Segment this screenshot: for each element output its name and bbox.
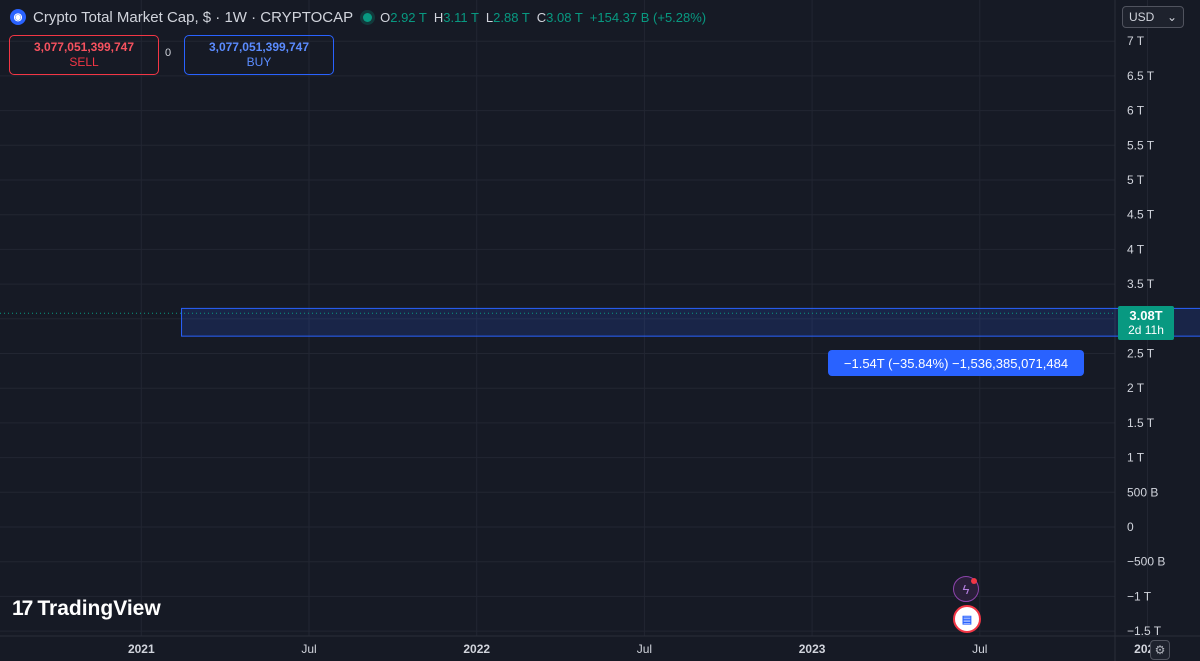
symbol-legend: ◉ Crypto Total Market Cap, $ · 1W · CRYP… — [10, 6, 706, 28]
price-tick-label: 7 T — [1127, 34, 1145, 48]
tradingview-logo-icon: 17 — [12, 597, 33, 620]
time-tick-label: 2021 — [128, 642, 155, 656]
high-value: 3.11 T — [443, 9, 479, 25]
us-flag-event-icon[interactable]: ▤ — [953, 605, 981, 633]
currency-label: USD — [1129, 10, 1155, 24]
symbol-title[interactable]: Crypto Total Market Cap, $ · 1W · CRYPTO… — [33, 8, 354, 26]
time-tick-label: 2023 — [799, 642, 826, 656]
close-value: 3.08 T — [546, 9, 583, 25]
price-tick-label: 2 T — [1127, 381, 1145, 395]
time-tick-label: 2022 — [463, 642, 490, 656]
high-label: H — [433, 9, 444, 25]
price-tick-label: −1 T — [1127, 589, 1152, 603]
price-tick-label: 5.5 T — [1127, 138, 1155, 152]
low-label: L — [485, 9, 494, 25]
open-value: 2.92 T — [390, 9, 427, 25]
time-tick-label: Jul — [972, 642, 987, 656]
price-tick-label: 5 T — [1127, 173, 1145, 187]
time-axis[interactable]: Jul2021Jul2022Jul2023Jul2024Jul2025Jul20… — [0, 642, 1200, 656]
price-tick-label: −1.5 T — [1127, 624, 1162, 638]
tradingview-logo[interactable]: 17 TradingView — [12, 597, 161, 621]
sell-price: 3,077,051,399,747 — [33, 40, 135, 54]
bar-countdown: 2d 11h — [1128, 323, 1164, 337]
price-tick-label: 4.5 T — [1127, 208, 1155, 222]
chevron-down-icon: ⌄ — [1166, 10, 1177, 24]
price-tick-label: −500 B — [1127, 555, 1165, 569]
crypto-logo-icon[interactable]: ◉ — [10, 9, 26, 25]
sell-button[interactable]: 3,077,051,399,747 SELL — [9, 35, 159, 75]
price-tick-label: 1.5 T — [1127, 416, 1155, 430]
market-status-icon[interactable] — [363, 12, 373, 22]
price-tick-label: 500 B — [1127, 485, 1158, 499]
price-tick-label: 3.5 T — [1127, 277, 1155, 291]
settings-gear-icon[interactable]: ⚙ — [1150, 640, 1170, 660]
tradingview-wordmark: TradingView — [37, 597, 161, 620]
measure-label: −1.54T (−35.84%) −1,536,385,071,484 — [828, 350, 1084, 376]
last-price: 3.08T — [1129, 308, 1163, 323]
price-tick-label: 6 T — [1127, 104, 1145, 118]
low-value: 2.88 T — [493, 9, 530, 25]
last-price-tag: 3.08T 2d 11h — [1118, 306, 1174, 340]
buy-button[interactable]: 3,077,051,399,747 BUY — [184, 35, 334, 75]
open-label: O — [380, 9, 391, 25]
price-tick-label: 1 T — [1127, 451, 1145, 465]
change-value: +154.37 B (+5.28%) — [589, 9, 707, 25]
buy-price: 3,077,051,399,747 — [208, 40, 310, 54]
price-tick-label: 2.5 T — [1127, 347, 1155, 361]
lightning-event-icon[interactable]: ϟ — [953, 576, 979, 602]
support-zone-rectangle[interactable] — [181, 307, 1200, 337]
time-tick-label: Jul — [637, 642, 652, 656]
time-tick-label: Jul — [301, 642, 316, 656]
close-label: C — [536, 9, 547, 25]
spread-value: 0 — [165, 47, 172, 59]
price-tick-label: 6.5 T — [1127, 69, 1155, 83]
price-tick-label: 4 T — [1127, 242, 1145, 256]
price-tick-label: 0 — [1127, 520, 1134, 534]
buy-label: BUY — [246, 55, 272, 69]
sell-label: SELL — [69, 55, 99, 69]
currency-select[interactable]: USD ⌄ — [1122, 6, 1184, 28]
